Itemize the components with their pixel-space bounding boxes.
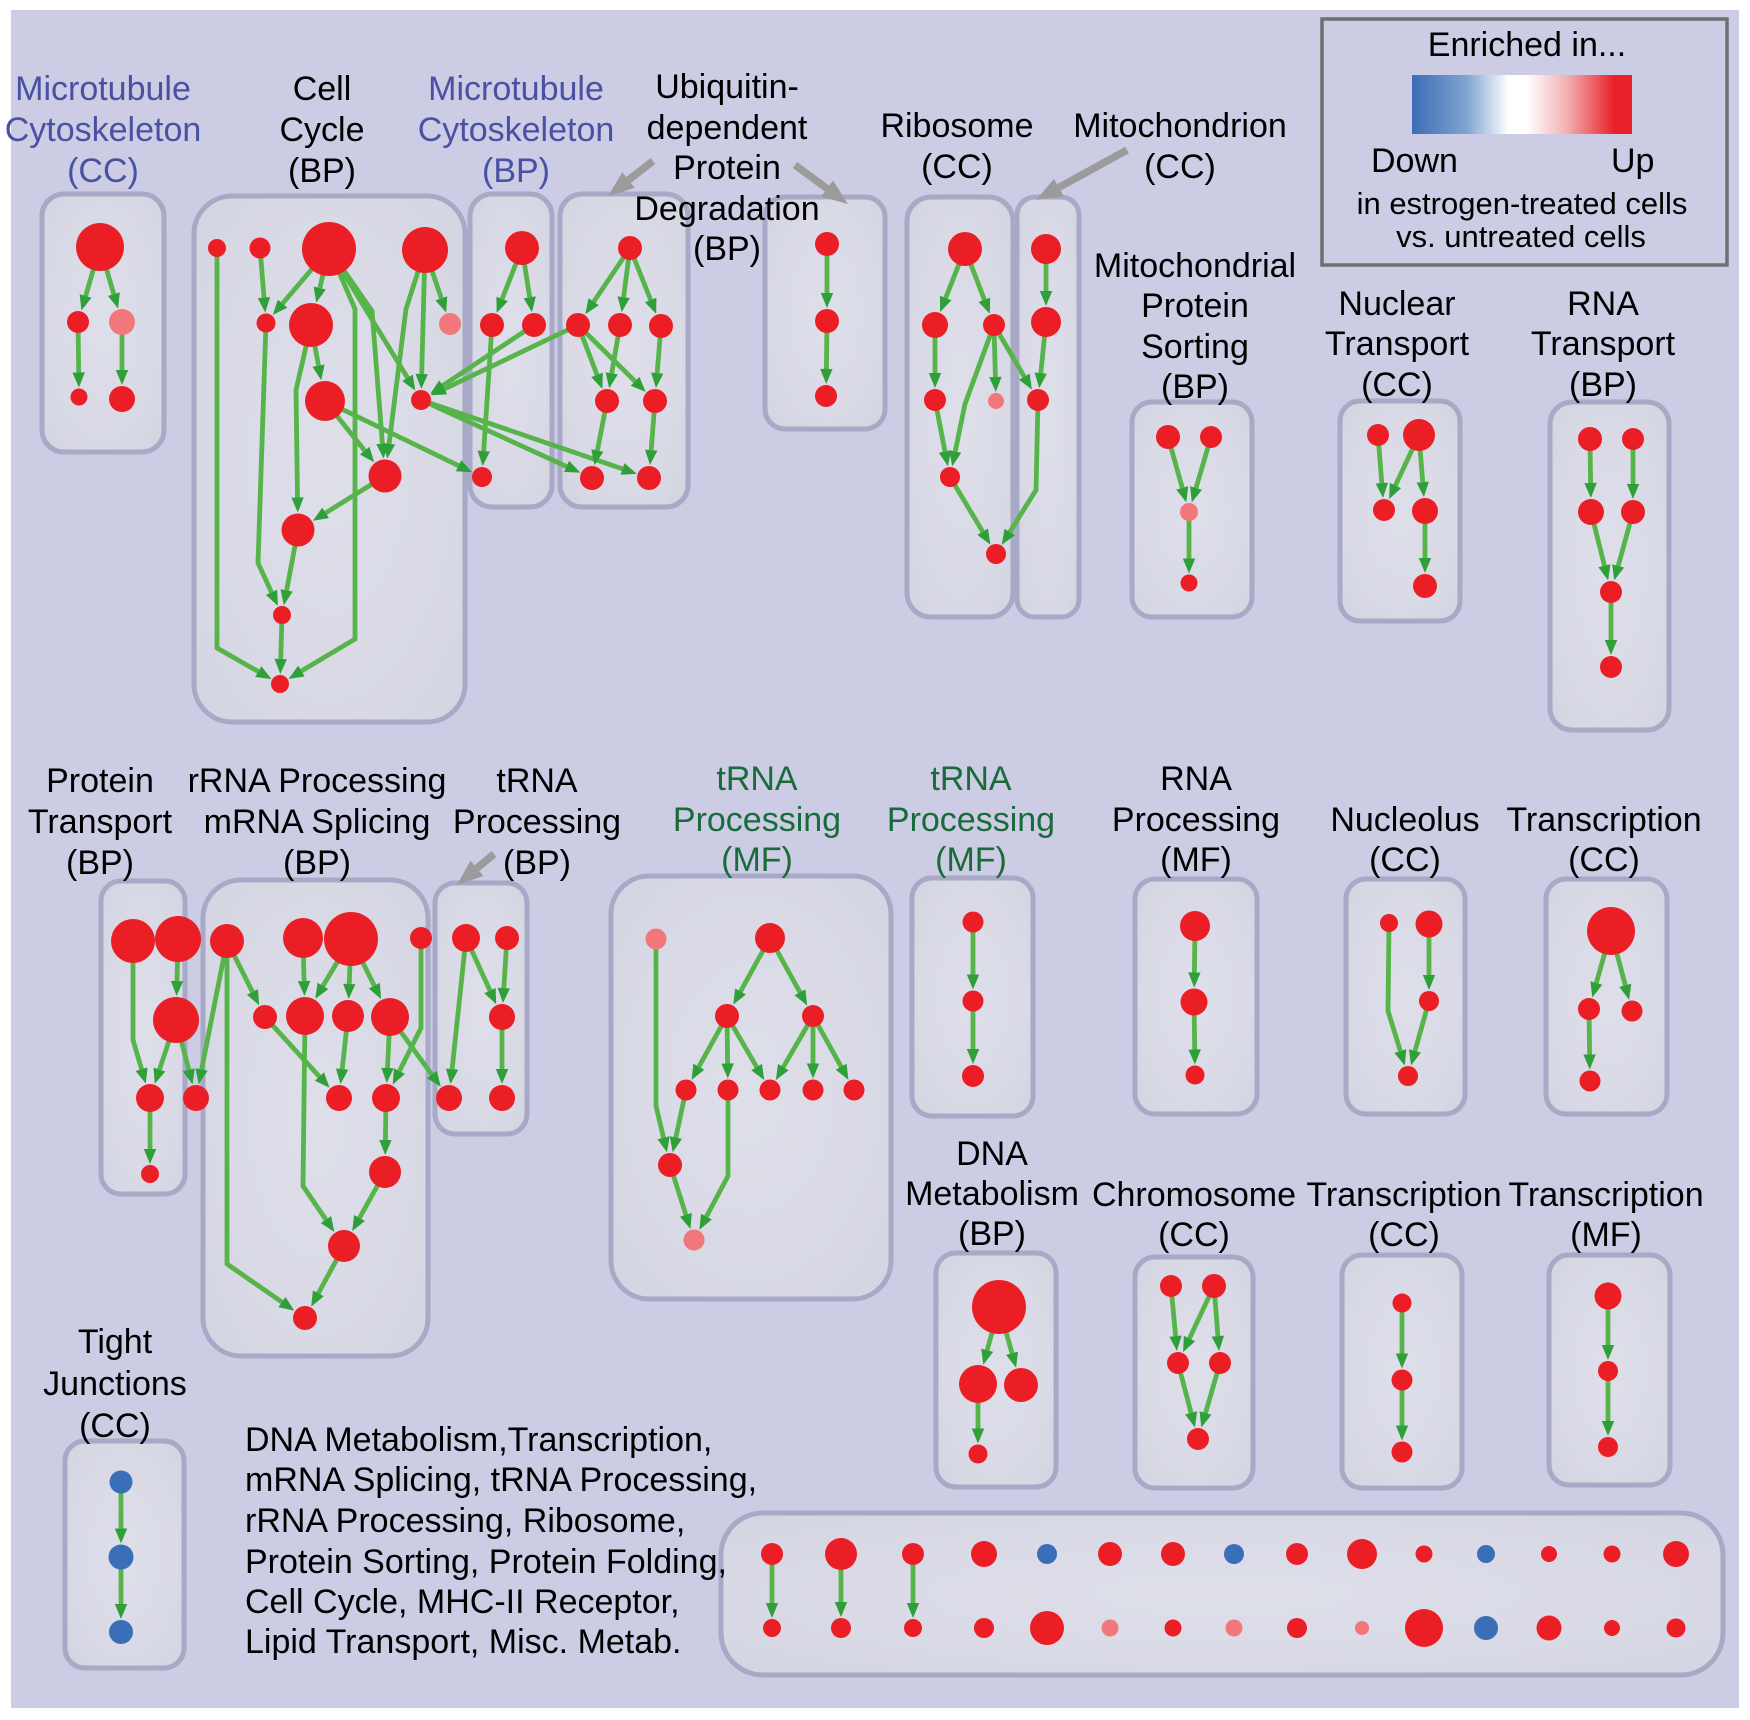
svg-text:(BP): (BP) xyxy=(693,230,761,268)
svg-text:Mitochondrion: Mitochondrion xyxy=(1073,107,1287,145)
svg-text:dependent: dependent xyxy=(647,109,808,147)
svg-text:(CC): (CC) xyxy=(1158,1216,1230,1254)
svg-text:(CC): (CC) xyxy=(1368,1216,1440,1254)
svg-text:Degradation: Degradation xyxy=(634,190,819,228)
svg-text:Transport: Transport xyxy=(1325,325,1470,363)
svg-text:tRNA: tRNA xyxy=(716,760,798,798)
svg-text:Ubiquitin-: Ubiquitin- xyxy=(655,68,799,106)
svg-text:(BP): (BP) xyxy=(503,844,571,882)
svg-text:Microtubule: Microtubule xyxy=(15,70,191,108)
svg-text:Chromosome: Chromosome xyxy=(1092,1176,1296,1214)
svg-text:Processing: Processing xyxy=(453,803,621,841)
svg-text:vs. untreated cells: vs. untreated cells xyxy=(1396,219,1646,254)
svg-text:Down: Down xyxy=(1371,142,1458,180)
svg-text:Processing: Processing xyxy=(1112,801,1280,839)
svg-text:Sorting: Sorting xyxy=(1141,328,1249,366)
svg-text:(BP): (BP) xyxy=(1161,368,1229,406)
svg-text:Transcription: Transcription xyxy=(1306,1176,1501,1214)
svg-text:rRNA Processing: rRNA Processing xyxy=(188,762,447,800)
svg-text:(CC): (CC) xyxy=(921,148,993,186)
svg-text:Protein Sorting, Protein Foldi: Protein Sorting, Protein Folding, xyxy=(245,1543,727,1581)
svg-text:Metabolism: Metabolism xyxy=(905,1175,1079,1213)
svg-text:Nucleolus: Nucleolus xyxy=(1330,801,1479,839)
svg-text:Junctions: Junctions xyxy=(43,1365,187,1403)
svg-text:(BP): (BP) xyxy=(482,152,550,190)
svg-text:rRNA Processing, Ribosome,: rRNA Processing, Ribosome, xyxy=(245,1502,685,1540)
svg-text:DNA: DNA xyxy=(956,1135,1028,1173)
svg-text:(CC): (CC) xyxy=(1369,841,1441,879)
svg-text:Cytoskeleton: Cytoskeleton xyxy=(418,111,615,149)
svg-text:(MF): (MF) xyxy=(1570,1216,1642,1254)
svg-text:Microtubule: Microtubule xyxy=(428,70,604,108)
svg-text:Mitochondrial: Mitochondrial xyxy=(1094,247,1296,285)
svg-text:Tight: Tight xyxy=(78,1323,153,1361)
svg-text:tRNA: tRNA xyxy=(496,762,578,800)
svg-text:Cell Cycle, MHC-II Receptor,: Cell Cycle, MHC-II Receptor, xyxy=(245,1583,680,1621)
svg-text:(CC): (CC) xyxy=(67,152,139,190)
svg-text:tRNA: tRNA xyxy=(930,760,1012,798)
svg-text:Cytoskeleton: Cytoskeleton xyxy=(5,111,202,149)
svg-text:Lipid Transport, Misc. Metab.: Lipid Transport, Misc. Metab. xyxy=(245,1623,682,1661)
svg-text:Protein: Protein xyxy=(1141,287,1249,325)
svg-text:mRNA Splicing: mRNA Splicing xyxy=(204,803,431,841)
svg-text:in estrogen-treated cells: in estrogen-treated cells xyxy=(1357,186,1688,221)
svg-text:(BP): (BP) xyxy=(66,844,134,882)
svg-text:(CC): (CC) xyxy=(1144,148,1216,186)
svg-text:(MF): (MF) xyxy=(935,841,1007,879)
svg-text:(CC): (CC) xyxy=(1361,366,1433,404)
svg-text:mRNA Splicing, tRNA Processing: mRNA Splicing, tRNA Processing, xyxy=(245,1461,757,1499)
svg-text:RNA: RNA xyxy=(1160,760,1232,798)
svg-text:(CC): (CC) xyxy=(1568,841,1640,879)
svg-text:Protein: Protein xyxy=(46,762,154,800)
svg-text:Cell: Cell xyxy=(293,70,352,108)
svg-text:Transcription: Transcription xyxy=(1508,1176,1703,1214)
svg-text:(BP): (BP) xyxy=(288,152,356,190)
svg-text:Processing: Processing xyxy=(887,801,1055,839)
svg-text:Cycle: Cycle xyxy=(279,111,364,149)
svg-text:Transcription: Transcription xyxy=(1506,801,1701,839)
svg-text:(BP): (BP) xyxy=(283,844,351,882)
svg-text:(MF): (MF) xyxy=(1160,841,1232,879)
svg-text:Transport: Transport xyxy=(1531,325,1676,363)
svg-text:Processing: Processing xyxy=(673,801,841,839)
svg-text:Ribosome: Ribosome xyxy=(880,107,1033,145)
svg-text:Transport: Transport xyxy=(28,803,173,841)
svg-text:(BP): (BP) xyxy=(1569,366,1637,404)
svg-text:Nuclear: Nuclear xyxy=(1338,285,1455,323)
svg-text:Up: Up xyxy=(1611,142,1654,180)
svg-text:(MF): (MF) xyxy=(721,841,793,879)
svg-text:Protein: Protein xyxy=(673,149,781,187)
svg-text:DNA Metabolism,Transcription,: DNA Metabolism,Transcription, xyxy=(245,1421,712,1459)
svg-text:(CC): (CC) xyxy=(79,1407,151,1445)
svg-text:RNA: RNA xyxy=(1567,285,1639,323)
svg-text:Enriched in...: Enriched in... xyxy=(1428,26,1626,64)
svg-text:(BP): (BP) xyxy=(958,1215,1026,1253)
